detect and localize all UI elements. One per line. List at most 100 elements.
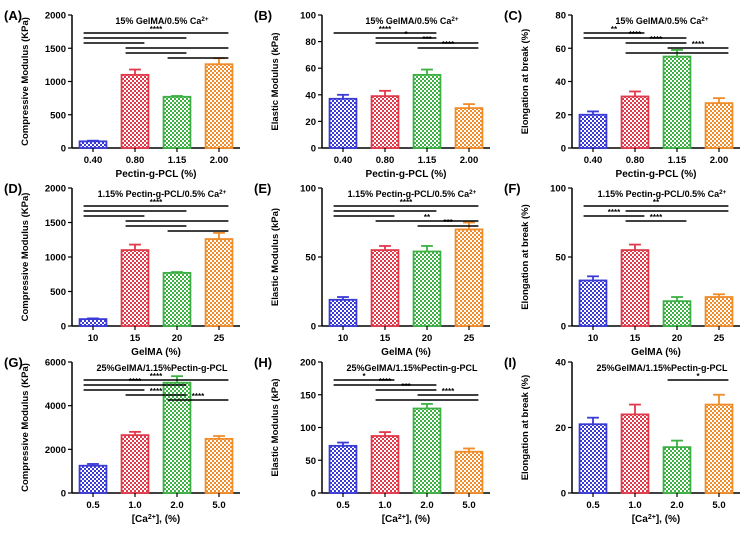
x-axis-label: Pectin-g-PCL (%) bbox=[366, 169, 447, 180]
x-tick-label: 1.0 bbox=[128, 500, 141, 511]
bar bbox=[662, 300, 692, 327]
x-tick-label: 1.0 bbox=[628, 500, 641, 511]
y-tick-label: 0 bbox=[311, 489, 316, 500]
x-tick-label: 2.0 bbox=[170, 500, 183, 511]
significance-label: * bbox=[696, 372, 700, 381]
y-tick-label: 50 bbox=[305, 253, 316, 264]
y-tick-label: 40 bbox=[305, 90, 316, 101]
panel-label: (E) bbox=[254, 181, 271, 196]
bar bbox=[162, 271, 192, 327]
x-axis-label: Pectin-g-PCL (%) bbox=[116, 169, 197, 180]
y-axis-label: Compressive Modulus (KPa) bbox=[20, 17, 31, 146]
y-tick-label: 40 bbox=[555, 358, 566, 369]
bar bbox=[578, 113, 608, 149]
x-tick-label: 5.0 bbox=[462, 500, 475, 511]
bar bbox=[454, 450, 484, 494]
y-tick-label: 60 bbox=[555, 44, 566, 55]
y-axis-label: Elastic Modulus (kPa) bbox=[270, 208, 281, 306]
bar bbox=[370, 249, 400, 327]
y-tick-label: 20 bbox=[555, 423, 566, 434]
y-tick-label: 0 bbox=[561, 489, 566, 500]
y-tick-label: 150 bbox=[300, 390, 316, 401]
y-tick-label: 1000 bbox=[45, 253, 66, 264]
bar bbox=[78, 140, 108, 149]
x-tick-label: 20 bbox=[172, 333, 183, 344]
x-tick-label: 2.00 bbox=[710, 155, 729, 166]
x-tick-label: 10 bbox=[338, 333, 349, 344]
panel-label: (F) bbox=[504, 181, 521, 196]
bar bbox=[704, 102, 734, 149]
bar bbox=[120, 73, 150, 149]
y-axis-label: Elastic Modulus (kPa) bbox=[270, 32, 281, 130]
y-tick-label: 50 bbox=[555, 253, 566, 264]
bar bbox=[412, 73, 442, 149]
x-tick-label: 2.0 bbox=[670, 500, 683, 511]
panel-label: (H) bbox=[254, 355, 272, 370]
x-tick-label: 15 bbox=[130, 333, 141, 344]
y-axis-label: Elastic Modulus (kPa) bbox=[270, 378, 281, 476]
panel-title: 25%GelMA/1.15%Pectin-g-PCL bbox=[96, 363, 228, 373]
y-tick-label: 0 bbox=[561, 144, 566, 155]
x-axis-label: GelMA (%) bbox=[131, 347, 181, 358]
significance-label: **** bbox=[192, 392, 205, 401]
significance-label: *** bbox=[422, 35, 432, 44]
significance-label: ** bbox=[424, 213, 431, 222]
bar bbox=[620, 249, 650, 327]
bar bbox=[162, 95, 192, 149]
y-tick-label: 20 bbox=[305, 117, 316, 128]
y-tick-label: 1000 bbox=[45, 77, 66, 88]
bar bbox=[578, 279, 608, 327]
x-tick-label: 0.40 bbox=[84, 155, 103, 166]
significance-label: **** bbox=[129, 377, 142, 386]
y-tick-label: 0 bbox=[311, 322, 316, 333]
panel-h: (H) 0 50 100 150 200 Elastic Modulus (kPa) 0.5 1… bbox=[254, 355, 490, 525]
bar bbox=[328, 298, 358, 327]
significance-label: **** bbox=[150, 387, 163, 396]
panel-a: (A) 0 500 1000 1500 2000 Compressive Modulus (… bbox=[4, 8, 240, 180]
bar bbox=[204, 437, 234, 494]
significance-label: ** bbox=[653, 198, 660, 207]
y-tick-label: 4000 bbox=[45, 401, 66, 412]
x-tick-label: 1.15 bbox=[668, 155, 687, 166]
panel-f: (F) 0 50 100 Elongation at break (%) 10 15 20 25… bbox=[504, 181, 740, 358]
x-tick-label: 2.00 bbox=[210, 155, 229, 166]
panel-label: (I) bbox=[504, 355, 516, 370]
panel-title: 1.15% Pectin-g-PCL/0.5% Ca2+ bbox=[348, 189, 477, 200]
significance-label: **** bbox=[150, 372, 163, 381]
x-tick-label: 0.80 bbox=[626, 155, 645, 166]
significance-label: ** bbox=[611, 25, 618, 34]
y-tick-label: 6000 bbox=[45, 358, 66, 369]
significance-label: **** bbox=[629, 30, 642, 39]
y-tick-label: 2000 bbox=[45, 445, 66, 456]
x-tick-label: 0.80 bbox=[376, 155, 395, 166]
y-tick-label: 0 bbox=[61, 144, 66, 155]
x-tick-label: 0.5 bbox=[336, 500, 350, 511]
panel-label: (C) bbox=[504, 8, 522, 23]
x-tick-label: 1.15 bbox=[168, 155, 187, 166]
panel-label: (D) bbox=[4, 181, 22, 196]
panel-label: (G) bbox=[4, 355, 23, 370]
y-tick-label: 40 bbox=[555, 77, 566, 88]
y-tick-label: 0 bbox=[311, 144, 316, 155]
y-tick-label: 1500 bbox=[45, 44, 66, 55]
panel-e: (E) 0 50 100 Elastic Modulus (kPa) 10 15 20 25 Ge… bbox=[254, 181, 490, 358]
bar bbox=[204, 63, 234, 149]
x-tick-label: 20 bbox=[422, 333, 433, 344]
y-tick-label: 100 bbox=[300, 423, 316, 434]
panel-label: (A) bbox=[4, 8, 22, 23]
bar bbox=[578, 423, 608, 494]
panel-label: (B) bbox=[254, 8, 272, 23]
y-tick-label: 2000 bbox=[45, 184, 66, 195]
significance-label: **** bbox=[150, 25, 163, 34]
x-axis-label: GelMA (%) bbox=[381, 347, 431, 358]
panel-title: 25%GelMA/1.15%Pectin-g-PCL bbox=[596, 363, 728, 373]
x-tick-label: 0.5 bbox=[86, 500, 100, 511]
bar bbox=[662, 55, 692, 149]
x-tick-label: 5.0 bbox=[712, 500, 725, 511]
significance-label: **** bbox=[379, 25, 392, 34]
x-axis-label: [Ca2+], (%) bbox=[382, 514, 431, 526]
y-tick-label: 500 bbox=[50, 287, 66, 298]
y-tick-label: 80 bbox=[555, 11, 566, 22]
y-tick-label: 0 bbox=[561, 322, 566, 333]
